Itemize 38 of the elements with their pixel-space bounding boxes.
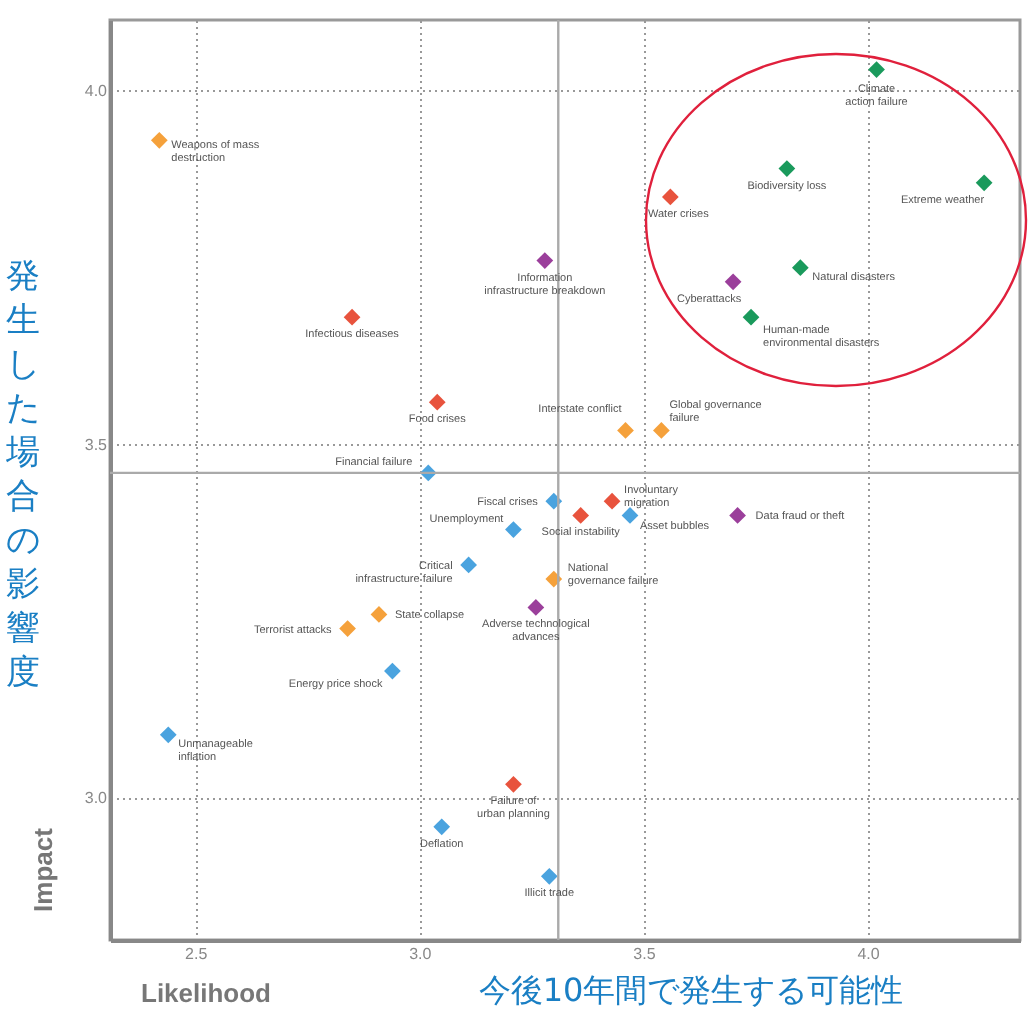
point [536,252,554,269]
y-tick-label: 4.0 [84,81,109,100]
point [868,61,885,78]
point [159,726,177,744]
point [791,259,809,277]
point [505,775,522,793]
point [150,131,168,149]
point [540,867,558,885]
x-axis-title: 今後10年間で発生する可能性 [478,971,904,1009]
point [724,273,742,291]
point [384,662,401,680]
point [621,507,639,524]
point [433,818,451,836]
point [742,308,760,326]
text: Likelihood [141,978,272,1008]
point [617,422,634,439]
point [370,606,388,623]
point [527,599,545,616]
point [661,188,679,206]
point [778,160,796,177]
point [460,556,477,574]
point [428,393,446,411]
point [729,507,746,524]
point [505,521,522,538]
point [339,620,356,637]
x-tick-label: 4.0 [857,945,881,963]
x-tick-label: 2.5 [185,945,209,963]
text: Impact [28,826,58,912]
point [975,174,993,192]
point [572,507,590,524]
y-tick-label: 3.0 [84,789,109,808]
y-tick-label: 3.5 [84,435,109,454]
x-tick-label: 3.0 [409,945,433,963]
x-tick-label: 3.5 [633,945,657,963]
point [603,492,621,510]
point [343,308,361,326]
point [653,422,670,439]
text: 発生した場合の影響度 [6,257,40,693]
